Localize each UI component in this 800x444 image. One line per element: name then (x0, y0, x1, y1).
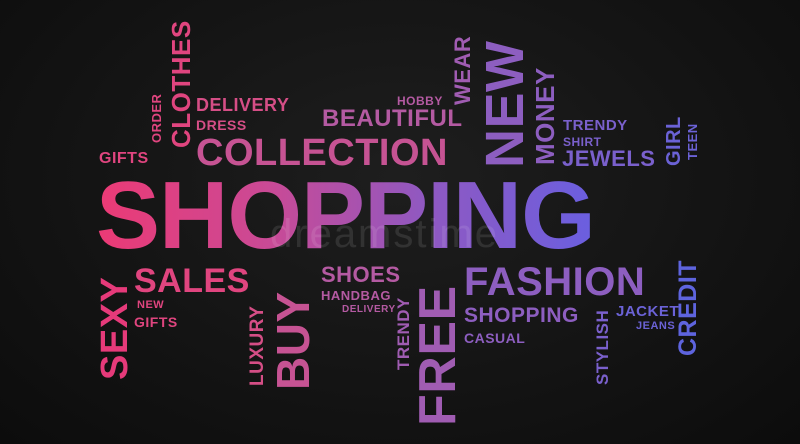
word-clothes: CLOTHES (166, 20, 196, 148)
word-girl: GIRL (663, 116, 685, 166)
word-dress: DRESS (196, 117, 247, 133)
word-new-small: NEW (137, 299, 165, 311)
word-money: MONEY (530, 67, 560, 165)
word-shirt: SHIRT (563, 135, 602, 149)
word-stylish: STYLISH (593, 309, 612, 385)
word-collection: COLLECTION (196, 132, 448, 174)
word-buy: BUY (267, 291, 319, 390)
word-jacket: JACKET (616, 303, 680, 320)
word-delivery-small: DELIVERY (342, 304, 396, 315)
word-gifts-top: GIFTS (99, 150, 149, 167)
word-free: FREE (409, 285, 467, 426)
word-beautiful: BEAUTIFUL (322, 105, 463, 132)
word-shopping-small: SHOPPING (464, 304, 579, 327)
word-wear: WEAR (450, 35, 475, 105)
word-sales: SALES (134, 262, 250, 300)
word-shopping-main: SHOPPING (96, 162, 596, 269)
word-gifts-small: GIFTS (134, 314, 178, 330)
word-new-top: NEW (475, 40, 535, 168)
watermark: dreamstime (270, 212, 499, 256)
word-fashion: FASHION (464, 260, 646, 304)
word-casual: CASUAL (464, 330, 526, 346)
word-delivery: DELIVERY (196, 95, 290, 115)
word-trendy-top: TRENDY (563, 117, 628, 134)
word-jewels: JEWELS (562, 146, 656, 171)
word-handbag: HANDBAG (321, 288, 391, 303)
word-order: ORDER (149, 93, 164, 143)
word-shoes: SHOES (321, 262, 401, 287)
word-luxury: LUXURY (247, 305, 268, 386)
word-credit: CREDIT (674, 259, 702, 356)
word-teen: TEEN (685, 123, 700, 160)
word-sexy: SEXY (94, 276, 136, 380)
word-jeans: JEANS (636, 320, 676, 332)
word-hobby: HOBBY (397, 94, 443, 108)
